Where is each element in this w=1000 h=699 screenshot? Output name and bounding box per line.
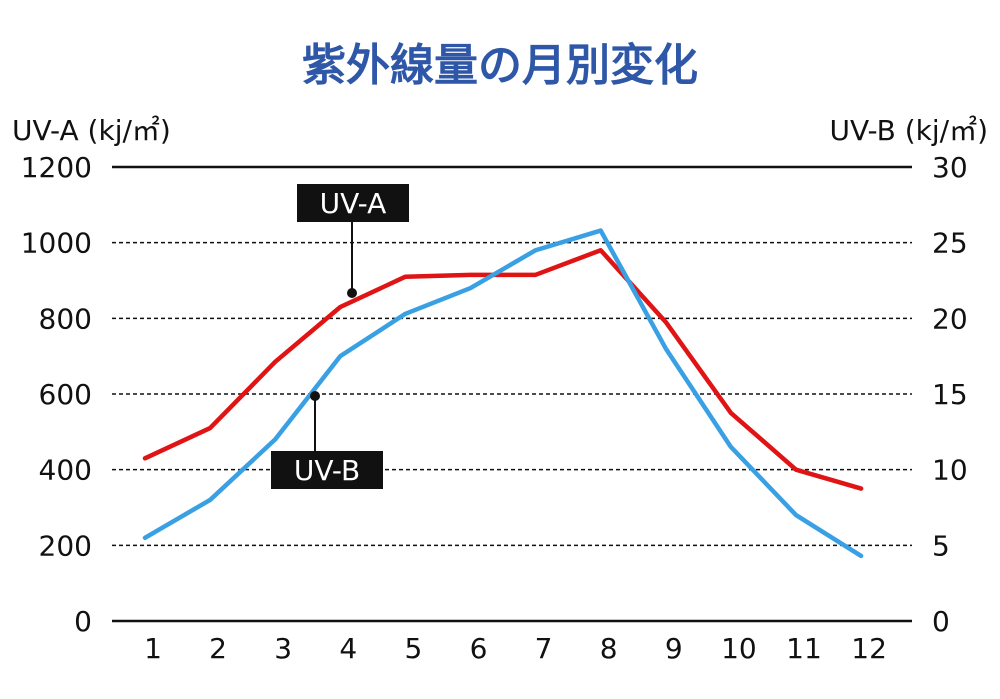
x-tick-label: 11 — [786, 632, 822, 665]
y-left-tick-label: 0 — [74, 605, 92, 638]
y-right-tick-label: 15 — [932, 378, 968, 411]
grid-lines — [112, 165, 912, 623]
y-right-tick-labels: 0 5 10 15 20 25 30 — [932, 151, 968, 638]
y-right-tick-label: 10 — [932, 454, 968, 487]
x-tick-label: 1 — [144, 632, 162, 665]
x-tick-label: 7 — [535, 632, 553, 665]
series-lines — [142, 228, 864, 559]
x-tick-label: 2 — [209, 632, 227, 665]
callout-dot-uv-b — [310, 391, 320, 401]
y-right-tick-label: 5 — [932, 529, 950, 562]
series-line-uv-a — [142, 247, 864, 491]
y-left-tick-label: 200 — [39, 529, 92, 562]
x-tick-label: 9 — [665, 632, 683, 665]
y-left-tick-labels: 0 200 400 600 800 1000 1200 — [21, 151, 92, 638]
y-right-axis-title: UV-B (kj/㎡) — [830, 114, 989, 147]
series-line-uv-b — [142, 228, 864, 559]
x-tick-label: 4 — [339, 632, 357, 665]
x-tick-label: 8 — [600, 632, 618, 665]
y-right-tick-label: 25 — [932, 227, 968, 260]
y-left-tick-label: 800 — [39, 302, 92, 335]
chart-title: 紫外線量の月別変化 — [302, 40, 698, 91]
y-right-tick-label: 20 — [932, 302, 968, 335]
x-tick-label: 12 — [851, 632, 887, 665]
x-tick-label: 3 — [274, 632, 292, 665]
callout-box-uv-b — [271, 451, 383, 489]
series-callouts: UV-A UV-B — [271, 184, 409, 489]
y-left-tick-label: 1200 — [21, 151, 92, 184]
y-left-tick-label: 600 — [39, 378, 92, 411]
callout-box-uv-a — [297, 184, 409, 222]
y-left-axis-title: UV-A (kj/㎡) — [12, 114, 171, 147]
callout-label-uv-b: UV-B — [294, 454, 360, 487]
y-right-tick-label: 30 — [932, 151, 968, 184]
x-tick-labels: 1 2 3 4 5 6 7 8 9 10 11 12 — [144, 632, 887, 665]
y-left-tick-label: 400 — [39, 454, 92, 487]
y-left-tick-label: 1000 — [21, 227, 92, 260]
x-tick-label: 10 — [721, 632, 757, 665]
callout-label-uv-a: UV-A — [320, 187, 387, 220]
x-tick-label: 5 — [404, 632, 422, 665]
y-right-tick-label: 0 — [932, 605, 950, 638]
callout-dot-uv-a — [347, 288, 357, 298]
x-tick-label: 6 — [470, 632, 488, 665]
